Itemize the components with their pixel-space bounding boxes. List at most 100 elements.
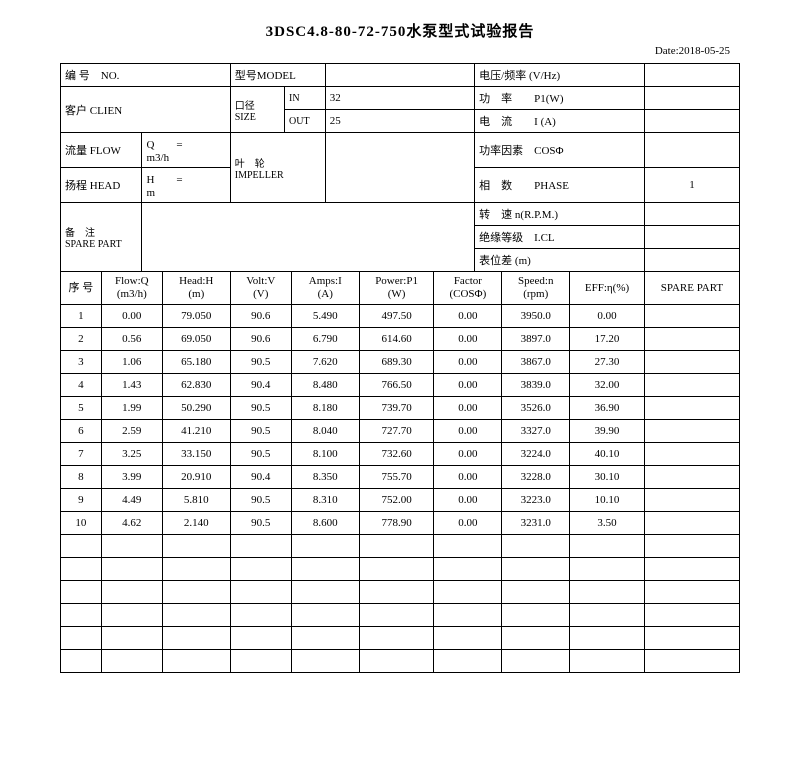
cell-power: 778.90 — [359, 512, 434, 535]
col-seq: 序 号 — [61, 272, 102, 305]
cell-eff: 40.10 — [570, 443, 645, 466]
level-val — [644, 249, 739, 272]
cell-speed: 3223.0 — [502, 489, 570, 512]
cell-spare — [644, 466, 739, 489]
cell-spare — [644, 305, 739, 328]
cell-volt: 90.5 — [230, 512, 291, 535]
size-out-label: OUT — [285, 110, 326, 133]
cell-flow: 4.49 — [101, 489, 162, 512]
table-row-empty — [61, 581, 740, 604]
cell-amps: 8.350 — [291, 466, 359, 489]
cell-amps: 5.490 — [291, 305, 359, 328]
col-eff: EFF:η(%) — [570, 272, 645, 305]
cell-amps: 7.620 — [291, 351, 359, 374]
cell-speed: 3224.0 — [502, 443, 570, 466]
cell-head: 2.140 — [162, 512, 230, 535]
cell-n: 8 — [61, 466, 102, 489]
cell-eff: 39.90 — [570, 420, 645, 443]
cell-amps: 8.180 — [291, 397, 359, 420]
cell-flow: 1.43 — [101, 374, 162, 397]
cell-factor: 0.00 — [434, 420, 502, 443]
data-table: 序 号Flow:Q (m3/h)Head:H (m)Volt:V (V)Amps… — [60, 272, 740, 673]
cell-head: 41.210 — [162, 420, 230, 443]
no-label: 编 号 NO. — [61, 64, 231, 87]
table-row-empty — [61, 558, 740, 581]
cell-n: 5 — [61, 397, 102, 420]
cell-spare — [644, 397, 739, 420]
cell-volt: 90.5 — [230, 420, 291, 443]
model-val — [325, 64, 474, 87]
col-flow: Flow:Q (m3/h) — [101, 272, 162, 305]
cell-power: 739.70 — [359, 397, 434, 420]
size-in-label: IN — [285, 87, 326, 110]
flow-eq: Q = m3/h — [142, 133, 230, 168]
cell-speed: 3897.0 — [502, 328, 570, 351]
flow-label: 流量 FLOW — [61, 133, 142, 168]
report-title: 3DSC4.8-80-72-750水泵型式试验报告 — [60, 20, 740, 41]
impeller-val — [325, 133, 474, 203]
table-row: 51.9950.29090.58.180739.700.003526.036.9… — [61, 397, 740, 420]
cell-power: 497.50 — [359, 305, 434, 328]
cell-amps: 8.040 — [291, 420, 359, 443]
insul-label: 绝缘等级 I.CL — [475, 226, 645, 249]
volt-label: 电压/频率 (V/Hz) — [475, 64, 645, 87]
size-label: 口径 SIZE — [230, 87, 284, 133]
cell-head: 65.180 — [162, 351, 230, 374]
cell-eff: 30.10 — [570, 466, 645, 489]
cell-spare — [644, 443, 739, 466]
cell-n: 1 — [61, 305, 102, 328]
cell-n: 7 — [61, 443, 102, 466]
head-label: 扬程 HEAD — [61, 168, 142, 203]
col-speed: Speed:n (rpm) — [502, 272, 570, 305]
cell-speed: 3228.0 — [502, 466, 570, 489]
cell-head: 62.830 — [162, 374, 230, 397]
table-row: 83.9920.91090.48.350755.700.003228.030.1… — [61, 466, 740, 489]
pf-label: 功率因素 COSΦ — [475, 133, 645, 168]
size-out-val: 25 — [325, 110, 474, 133]
cell-spare — [644, 512, 739, 535]
cell-spare — [644, 489, 739, 512]
table-row-empty — [61, 604, 740, 627]
power-val — [644, 87, 739, 110]
volt-val — [644, 64, 739, 87]
cell-volt: 90.6 — [230, 328, 291, 351]
impeller-label: 叶 轮 IMPELLER — [230, 133, 325, 203]
cell-volt: 90.5 — [230, 351, 291, 374]
table-row-empty — [61, 627, 740, 650]
cell-power: 689.30 — [359, 351, 434, 374]
cell-factor: 0.00 — [434, 489, 502, 512]
speed-val — [644, 203, 739, 226]
table-row-empty — [61, 650, 740, 673]
client-label: 客户 CLIEN — [61, 87, 231, 133]
cell-volt: 90.5 — [230, 489, 291, 512]
header-table: 编 号 NO. 型号MODEL 电压/频率 (V/Hz) 客户 CLIEN 口径… — [60, 63, 740, 272]
cell-eff: 32.00 — [570, 374, 645, 397]
cell-n: 9 — [61, 489, 102, 512]
cell-speed: 3867.0 — [502, 351, 570, 374]
pf-val — [644, 133, 739, 168]
table-row: 62.5941.21090.58.040727.700.003327.039.9… — [61, 420, 740, 443]
head-eq: H = m — [142, 168, 230, 203]
header-row: 序 号Flow:Q (m3/h)Head:H (m)Volt:V (V)Amps… — [61, 272, 740, 305]
cell-flow: 0.56 — [101, 328, 162, 351]
cell-power: 614.60 — [359, 328, 434, 351]
cell-flow: 2.59 — [101, 420, 162, 443]
size-in-val: 32 — [325, 87, 474, 110]
spare-label: 备 注 SPARE PART — [61, 203, 142, 272]
cell-speed: 3231.0 — [502, 512, 570, 535]
cell-eff: 17.20 — [570, 328, 645, 351]
level-label: 表位差 (m) — [475, 249, 645, 272]
cell-eff: 0.00 — [570, 305, 645, 328]
cell-factor: 0.00 — [434, 351, 502, 374]
cell-head: 50.290 — [162, 397, 230, 420]
cell-flow: 4.62 — [101, 512, 162, 535]
cell-flow: 0.00 — [101, 305, 162, 328]
cell-amps: 8.100 — [291, 443, 359, 466]
cell-volt: 90.4 — [230, 466, 291, 489]
cell-factor: 0.00 — [434, 305, 502, 328]
cell-volt: 90.5 — [230, 397, 291, 420]
cell-power: 755.70 — [359, 466, 434, 489]
col-factor: Factor (COSΦ) — [434, 272, 502, 305]
cell-factor: 0.00 — [434, 374, 502, 397]
cell-head: 5.810 — [162, 489, 230, 512]
